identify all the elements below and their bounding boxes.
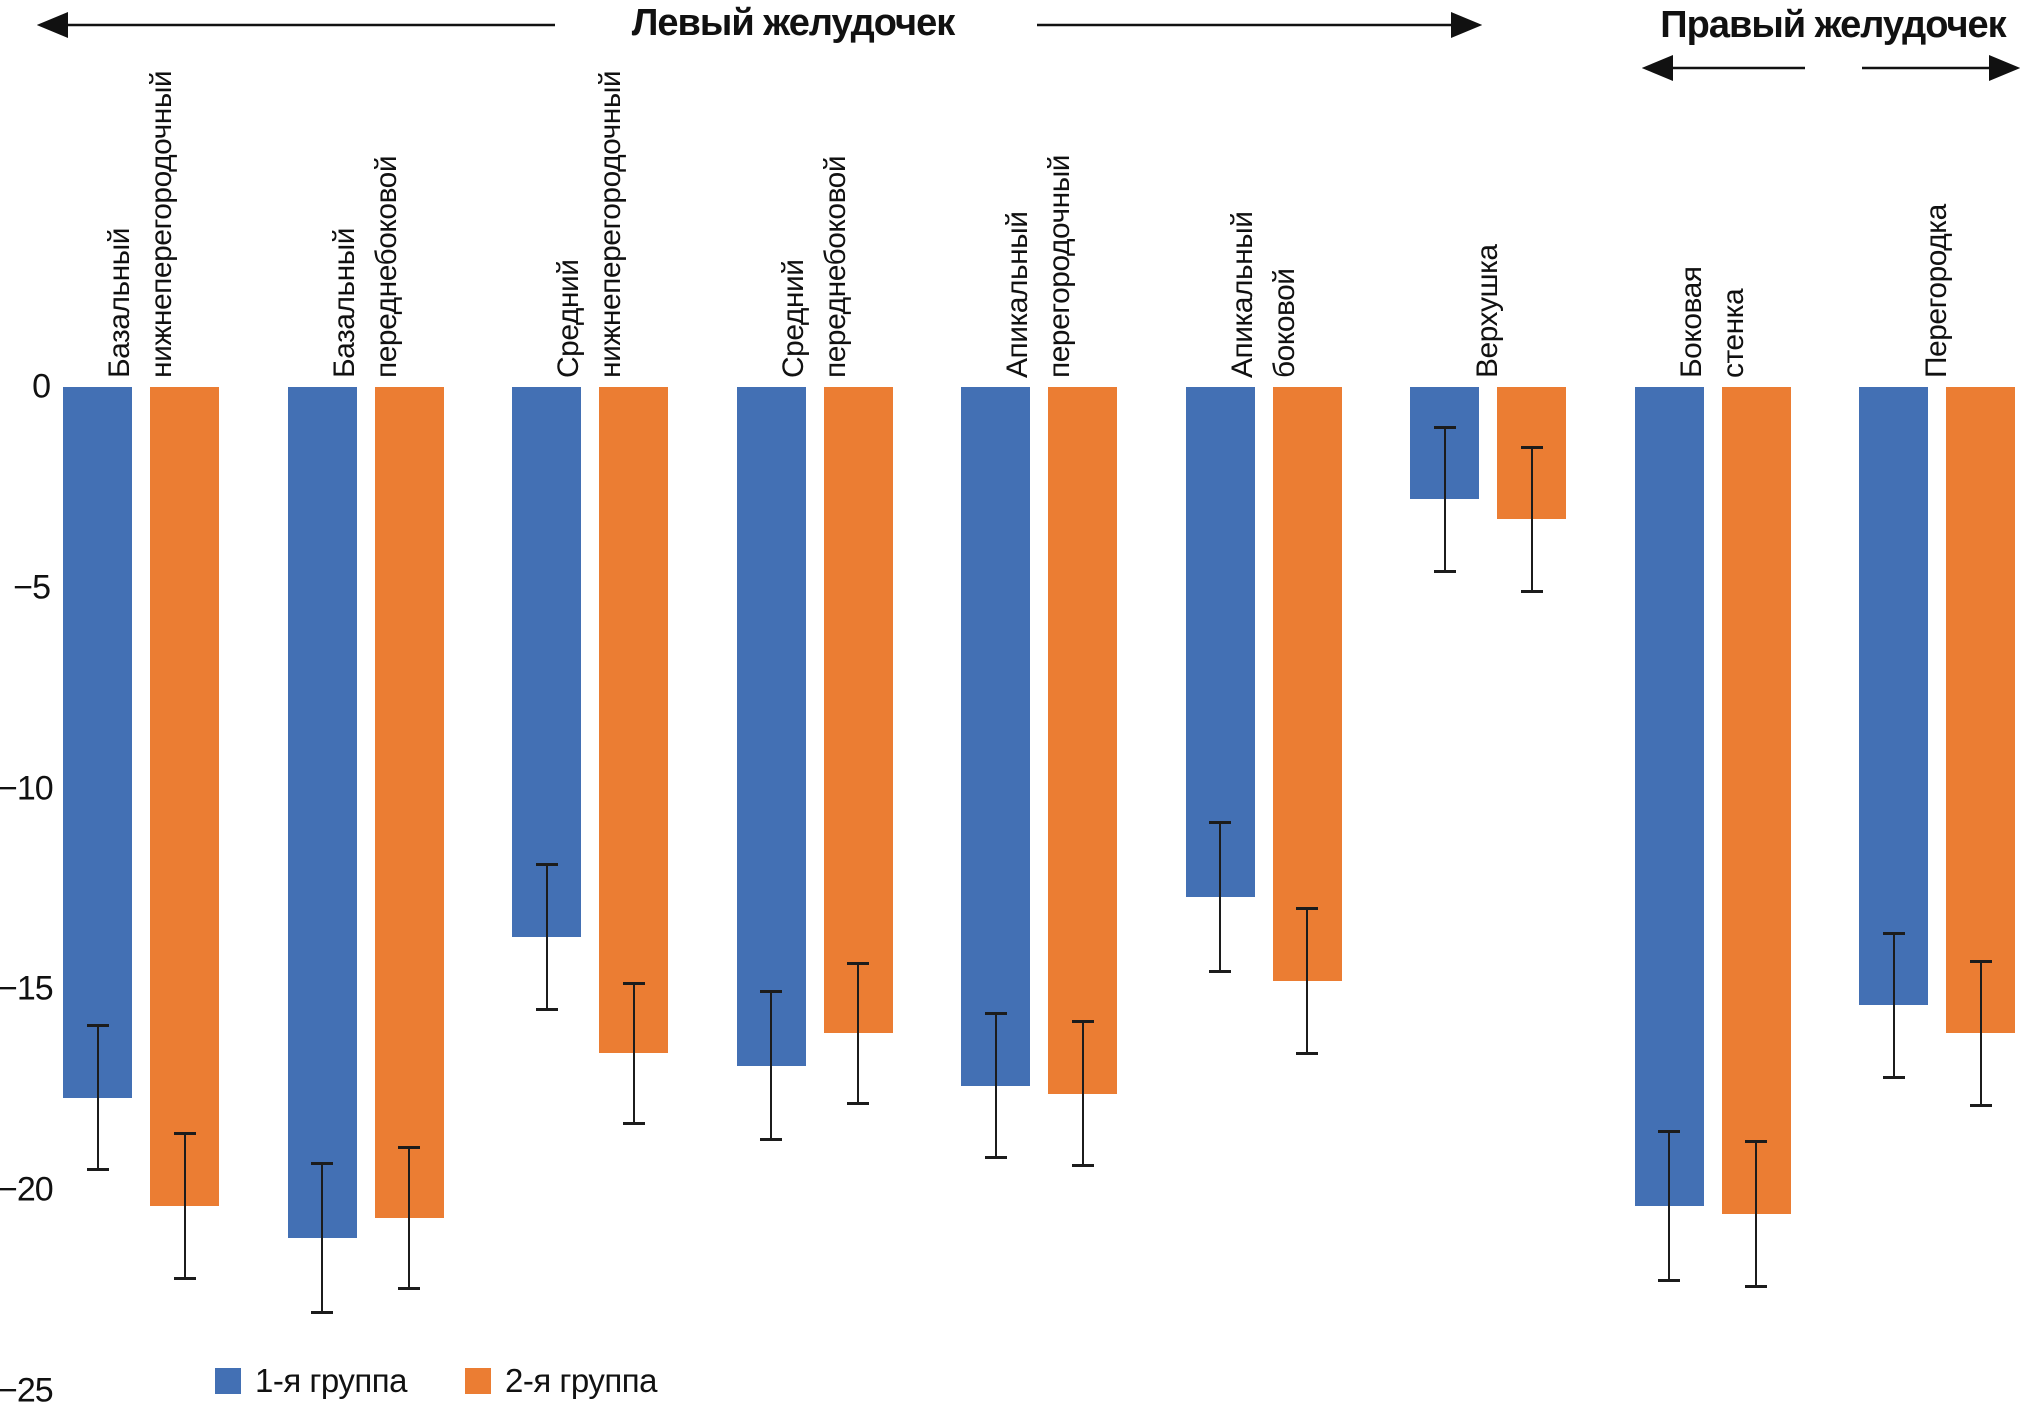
category-label-3: Средний нижнеперегородочный [552,70,627,378]
error-bar-cap [1882,1076,1905,1080]
error-bar-cap [535,863,558,867]
error-bar [857,963,859,1104]
error-bar-cap [86,1168,109,1172]
category-label-2: Базальный переднебоковой [327,155,403,378]
bar-1-я группа-Боковая стенка [1634,387,1704,1207]
legend-swatch-group1 [215,1368,241,1394]
error-bar-cap [760,989,782,993]
error-bar-cap [311,1310,333,1314]
error-bar-cap [1209,969,1231,973]
bar-2-я группа-Средний переднебоковой [823,387,893,1034]
error-bar-cap [1520,590,1543,594]
error-bar-cap [760,1138,782,1142]
error-bar [994,1013,997,1158]
error-bar [1755,1141,1757,1287]
bar-1-я группа-Перегородка [1859,387,1928,1006]
error-bar [1530,447,1533,592]
bar-1-я группа-Средний переднебоковой [736,387,806,1066]
error-bar [183,1133,186,1279]
error-bar [1979,961,1982,1106]
error-bar-cap [1296,1051,1318,1055]
bar-1-я группа-Средний нижнеперегородочный [512,387,581,938]
bar-2-я группа-Апикальный перегородочный [1048,387,1117,1094]
category-label-7: Верхушка [1471,244,1504,378]
category-label-1: Базальный нижнеперегородочный [103,70,178,378]
error-bar-cap [984,1011,1007,1015]
bar-2-я группа-Базальный нижнеперегородочный [150,387,219,1207]
legend-label-group1: 1-я группа [255,1362,408,1399]
error-bar-cap [398,1286,420,1290]
y-tick-label: −20 [0,1170,54,1209]
error-bar [321,1163,323,1313]
y-tick-label: −5 [13,568,51,607]
error-bar-cap [1433,570,1456,574]
error-bar-cap [1745,1140,1767,1144]
error-bar [1443,427,1446,572]
bar-2-я группа-Боковая стенка [1721,387,1791,1215]
error-bar-cap [1071,1164,1094,1168]
legend-label-group2: 2-я группа [505,1362,658,1399]
error-bar-cap [1969,1104,1992,1108]
error-bar-cap [311,1162,333,1166]
error-bar-cap [173,1276,196,1280]
bar-2-я группа-Перегородка [1946,387,2015,1034]
error-bar-cap [1433,425,1456,429]
error-bar-cap [1071,1019,1094,1023]
bar-2-я группа-Средний нижнеперегородочный [599,387,668,1054]
error-bar [770,991,772,1140]
error-bar [1219,822,1221,972]
bar-1-я группа-Апикальный боковой [1185,387,1255,897]
error-bar-cap [173,1132,196,1136]
y-tick-label: −15 [0,969,54,1008]
error-bar-cap [847,1102,869,1106]
bar-1-я группа-Апикальный перегородочный [961,387,1030,1086]
legend-item-group1: 1-я группа [215,1362,408,1400]
error-bar [632,983,635,1124]
error-bar-cap [1296,907,1318,911]
bar-1-я группа-Базальный переднебоковой [287,387,357,1239]
right-ventricle-title: Правый желудочек [1660,4,2006,46]
error-bar-cap [847,961,869,965]
category-label-6: Апикальный боковой [1225,211,1301,378]
error-bar-cap [1745,1284,1767,1288]
error-bar-cap [1969,959,1992,963]
error-bar-cap [1882,931,1905,935]
error-bar [408,1147,410,1289]
error-bar [1306,908,1308,1054]
legend-item-group2: 2-я группа [465,1362,658,1400]
error-bar-cap [1209,821,1231,825]
legend: 1-я группа 2-я группа [215,1362,658,1400]
error-bar [1668,1131,1670,1281]
error-bar-cap [1520,445,1543,449]
error-bar-cap [1658,1278,1680,1282]
section-arrows [36,12,2020,81]
y-tick-label: −25 [0,1371,54,1410]
error-bar-cap [622,981,645,985]
error-bar [1892,933,1895,1078]
category-label-5: Апикальный перегородочный [1001,154,1076,378]
error-bar-cap [984,1156,1007,1160]
category-label-4: Средний переднебоковой [776,155,852,378]
error-bar [545,864,548,1010]
y-tick-label: 0 [32,367,51,406]
bar-2-я группа-Базальный переднебоковой [374,387,444,1219]
left-ventricle-title: Левый желудочек [631,2,956,44]
error-bar-cap [1658,1130,1680,1134]
legend-swatch-group2 [465,1368,491,1394]
error-bar-cap [398,1146,420,1150]
error-bar-cap [535,1007,558,1011]
error-bar [96,1025,99,1170]
bar-2-я группа-Апикальный боковой [1272,387,1342,982]
error-bar [1081,1021,1084,1166]
y-tick-label: −10 [0,769,54,807]
error-bar-cap [86,1023,109,1027]
category-label-8: Боковая стенка [1674,266,1750,378]
error-bar-cap [622,1122,645,1126]
category-label-9: Перегородка [1920,204,1953,378]
bar-1-я группа-Базальный нижнеперегородочный [63,387,132,1098]
